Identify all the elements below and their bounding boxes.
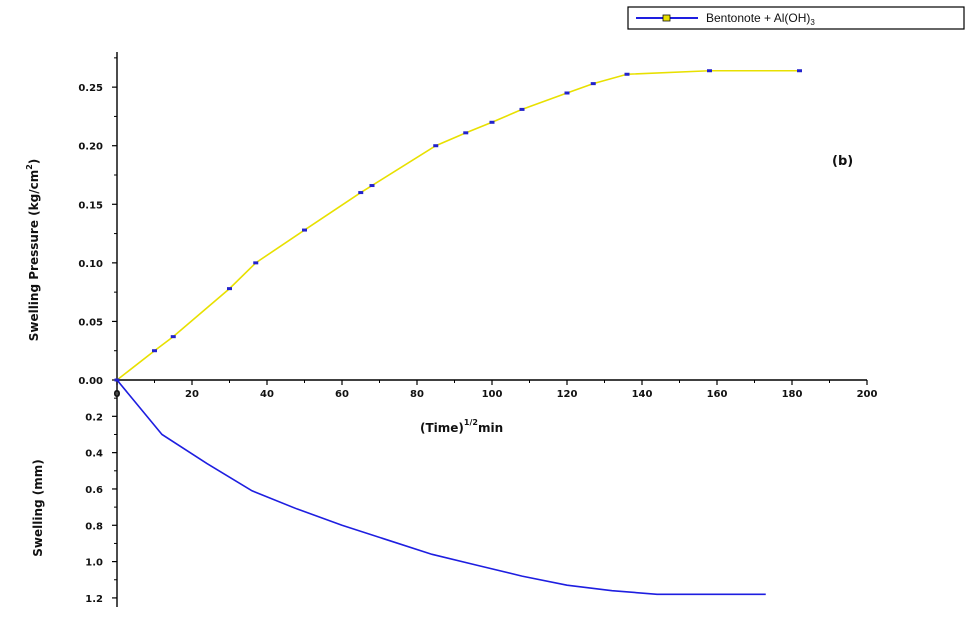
y-axis-title-top-superscript: 2 [25, 164, 34, 170]
swelling-pressure-point [564, 91, 570, 95]
x-tick-label: 180 [782, 389, 803, 400]
x-axis-title: (Time)1/2min [420, 418, 503, 435]
swelling-pressure-point [369, 184, 375, 188]
y-tick-label-top: 0.15 [78, 200, 103, 211]
swelling-pressure-point [433, 144, 439, 148]
y-axis-title-top-close: ) [27, 159, 41, 164]
y-tick-label-bottom: 0.6 [85, 485, 103, 496]
axes-layer [112, 52, 868, 607]
y-tick-label-bottom: 1.2 [85, 594, 103, 605]
swelling-pressure-point [707, 69, 712, 73]
legend: Bentonote + Al(OH)3 [627, 6, 965, 30]
series-layer [114, 69, 802, 596]
x-tick-label: 60 [335, 389, 349, 400]
x-tick-label: 160 [707, 389, 728, 400]
y-tick-label-top: 0.25 [78, 83, 103, 94]
y-tick-label-top: 0.05 [78, 317, 103, 328]
swelling-pressure-point [302, 228, 307, 232]
y-tick-label-bottom: 0.2 [85, 412, 103, 423]
x-axis-title-text: (Time) [420, 421, 464, 435]
legend-label: Bentonote + Al(OH) [706, 11, 810, 25]
swelling-pressure-point [253, 261, 259, 265]
y-tick-label-top: 0.10 [78, 259, 103, 270]
x-tick-label: 120 [557, 389, 578, 400]
swelling-pressure-point [152, 349, 157, 353]
y-axis-title-top: Swelling Pressure (kg/cm2) [25, 159, 41, 342]
swelling-pressure-point [590, 82, 596, 86]
swelling-pressure-point [463, 131, 469, 135]
y-tick-label-bottom: 1.0 [85, 558, 103, 569]
x-axis-title-superscript: 1/2 [464, 418, 478, 427]
svg-text:Bentonote + Al(OH)3: Bentonote + Al(OH)3 [706, 11, 815, 27]
panel-annotation: (b) [832, 154, 853, 169]
y-tick-label-top: 0.00 [78, 376, 103, 387]
x-tick-label: 0 [114, 389, 121, 400]
y-axis-title-bottom: Swelling (mm) [31, 459, 45, 557]
swelling-pressure-line [116, 69, 800, 381]
swelling-pressure-point [624, 72, 630, 76]
y-axis-title-top-text: Swelling Pressure (kg/cm [27, 170, 41, 342]
y-tick-label-bottom: 0.8 [85, 521, 103, 532]
legend-box [627, 6, 965, 30]
x-axis-title-unit: min [478, 421, 503, 435]
x-tick-label: 80 [410, 389, 424, 400]
swelling-pressure-point [170, 335, 176, 339]
x-tick-label: 20 [185, 389, 199, 400]
swelling-pressure-point [797, 69, 802, 73]
swelling-pressure-point [358, 191, 364, 195]
x-tick-label: 140 [632, 389, 653, 400]
legend-marker-sample [662, 14, 671, 22]
x-tick-label: 40 [260, 389, 274, 400]
swelling-line [116, 379, 766, 596]
swelling-pressure-point [489, 120, 495, 124]
x-tick-label: 200 [857, 389, 878, 400]
swelling-pressure-point [227, 287, 232, 291]
swelling-pressure-point [519, 107, 525, 111]
x-tick-label: 100 [482, 389, 503, 400]
legend-label-subscript: 3 [810, 18, 815, 27]
y-tick-label-top: 0.20 [78, 142, 103, 153]
y-tick-label-bottom: 0.4 [85, 449, 103, 460]
label-layer: 0 20 40 60 80 100 120 140 160 180 200 0.00 0.05 0.10 0… [78, 83, 877, 605]
